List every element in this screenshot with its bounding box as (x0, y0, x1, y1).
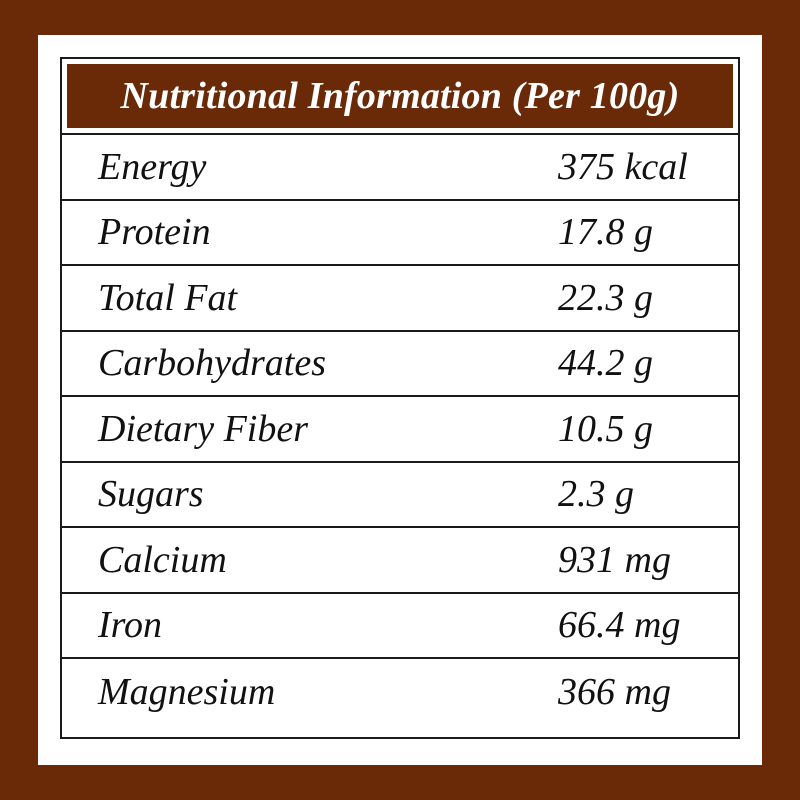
nutrient-value: 2.3 g (558, 473, 634, 516)
nutrition-table: Nutritional Information (Per 100g) Energ… (60, 57, 740, 739)
nutrition-card: Nutritional Information (Per 100g) Energ… (38, 35, 762, 765)
table-row: Magnesium 366 mg (62, 659, 738, 725)
table-body: Energy 375 kcal Protein 17.8 g Total Fat… (62, 135, 738, 737)
nutrient-label: Carbohydrates (98, 342, 326, 385)
nutrient-value: 10.5 g (558, 407, 653, 450)
nutrient-value: 366 mg (558, 670, 671, 713)
nutrient-label: Energy (98, 145, 207, 188)
nutrient-label: Dietary Fiber (98, 407, 309, 450)
nutrient-label: Iron (98, 604, 163, 647)
nutrient-label: Sugars (98, 473, 204, 516)
table-row: Calcium 931 mg (62, 528, 738, 594)
nutrient-label: Protein (98, 211, 211, 254)
nutrient-label: Magnesium (98, 670, 276, 713)
table-title: Nutritional Information (Per 100g) (67, 64, 733, 128)
table-row: Dietary Fiber 10.5 g (62, 397, 738, 463)
header-divider (62, 133, 738, 135)
table-row: Iron 66.4 mg (62, 594, 738, 659)
nutrient-label: Total Fat (98, 276, 238, 319)
table-row: Carbohydrates 44.2 g (62, 332, 738, 397)
nutrient-value: 22.3 g (558, 276, 653, 319)
nutrient-value: 375 kcal (558, 145, 688, 188)
nutrient-value: 931 mg (558, 538, 671, 581)
table-row: Sugars 2.3 g (62, 463, 738, 528)
table-row: Total Fat 22.3 g (62, 266, 738, 332)
table-row: Energy 375 kcal (62, 135, 738, 201)
table-row: Protein 17.8 g (62, 201, 738, 266)
nutrient-value: 66.4 mg (558, 604, 681, 647)
nutrient-value: 44.2 g (558, 342, 653, 385)
nutrient-value: 17.8 g (558, 211, 653, 254)
nutrient-label: Calcium (98, 538, 227, 581)
